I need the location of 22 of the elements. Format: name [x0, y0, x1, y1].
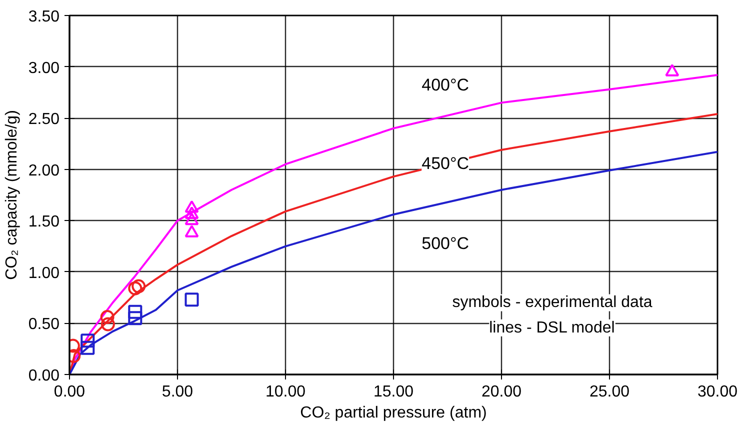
y-tick-label: 2.00	[28, 162, 60, 180]
y-tick-label: 0.00	[28, 368, 60, 384]
annotation: symbols - experimental data	[452, 294, 652, 312]
y-tick-label: 3.00	[28, 60, 60, 77]
y-tick-label: 3.50	[28, 8, 60, 26]
x-tick-label: 20.00	[481, 384, 522, 400]
x-tick-label: 30.00	[697, 384, 738, 400]
series-label: 450°C	[422, 154, 470, 174]
y-axis-title: CO₂ capacity (mmole/g)	[3, 110, 20, 280]
series-label: 400°C	[422, 76, 470, 95]
y-tick-label: 1.00	[28, 264, 60, 282]
y-tick-label: 2.50	[28, 111, 60, 128]
x-tick-label: 5.00	[162, 384, 194, 400]
x-tick-label: 10.00	[265, 384, 306, 400]
y-tick-label: 0.50	[28, 316, 60, 334]
annotation: lines - DSL model	[489, 319, 615, 336]
y-tick-label: 1.50	[28, 214, 60, 231]
series-label: 500°C	[422, 234, 470, 254]
x-tick-label: 25.00	[589, 384, 630, 400]
x-tick-label: 15.00	[373, 384, 414, 400]
x-tick-label: 0.00	[54, 384, 86, 400]
x-axis-title: CO₂ partial pressure (atm)	[300, 404, 487, 422]
